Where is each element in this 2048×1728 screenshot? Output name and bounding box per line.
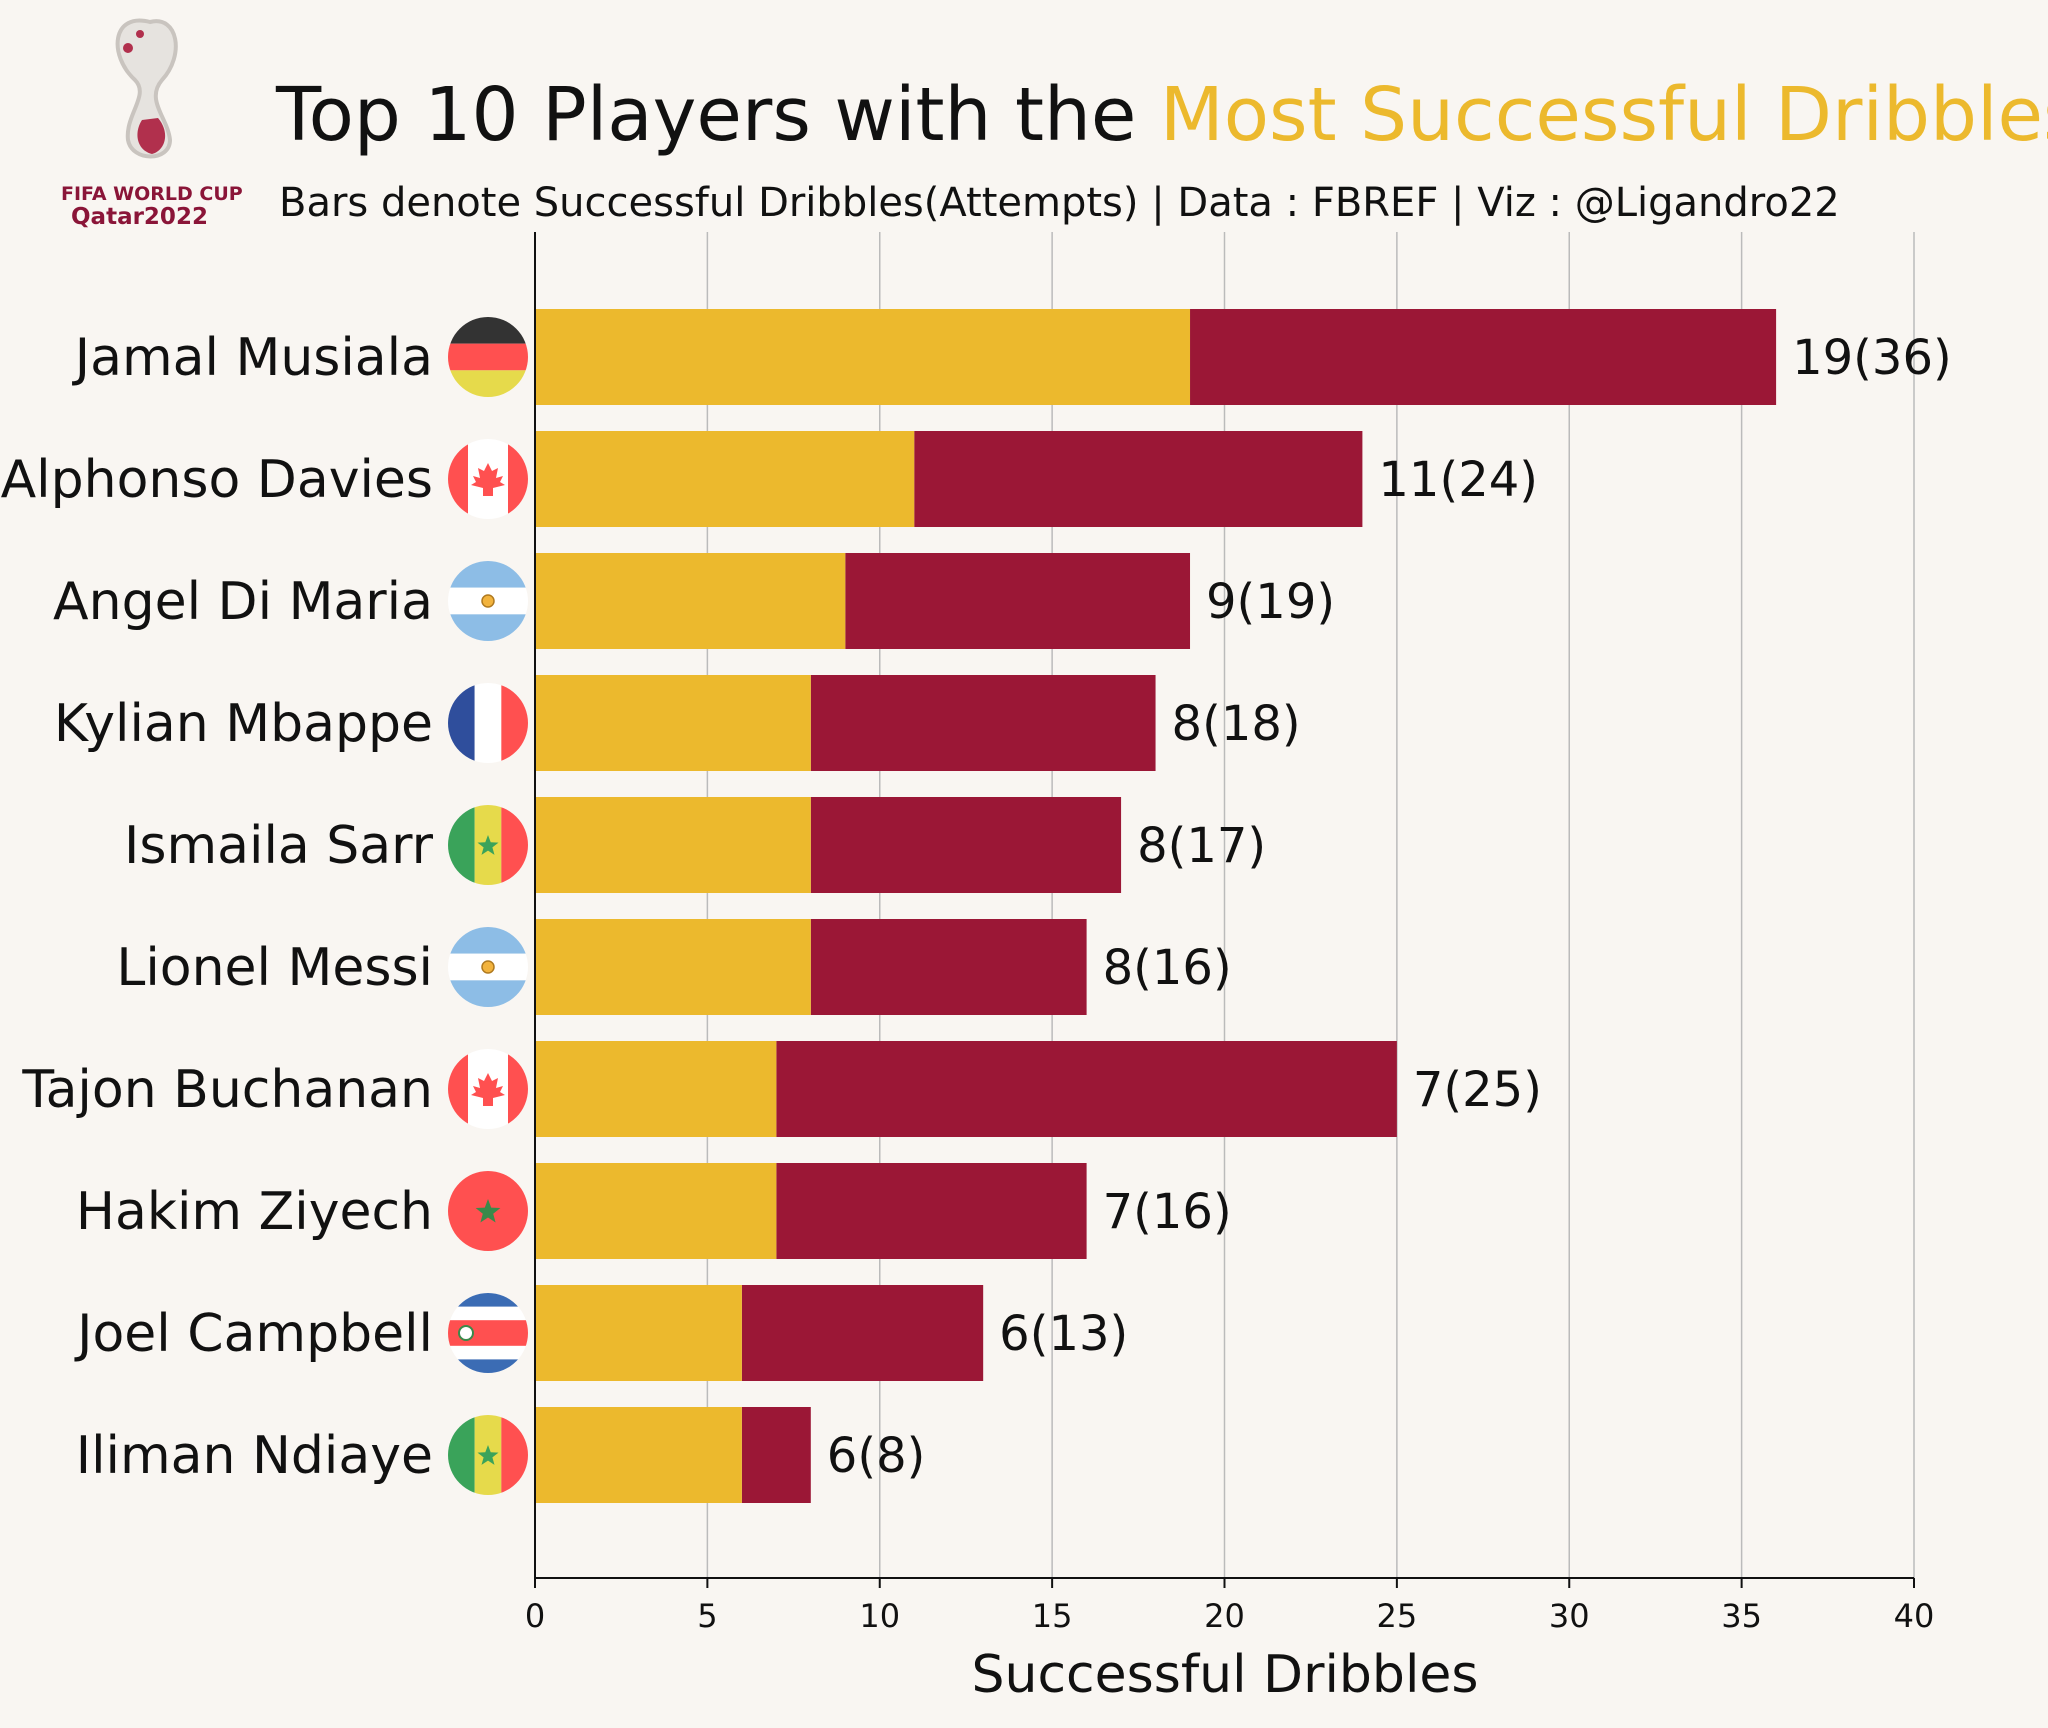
successful-bar [535, 1285, 742, 1381]
france-flag-icon [448, 683, 528, 763]
morocco-flag-icon [448, 1171, 528, 1251]
player-name-label: Lionel Messi [116, 938, 433, 998]
x-tick-label: 30 [1549, 1597, 1590, 1635]
x-tick-label: 20 [1204, 1597, 1245, 1635]
x-tick-label: 25 [1377, 1597, 1418, 1635]
player-name-label: Joel Campbell [74, 1304, 433, 1364]
successful-bar [535, 553, 846, 649]
attempts-bar [810, 797, 1122, 893]
chart-title: Top 10 Players with the Most Successful … [275, 72, 2048, 158]
player-name-label: Ismaila Sarr [124, 816, 434, 876]
attempts-bar [810, 919, 1087, 1015]
argentina-flag-icon [448, 927, 528, 1007]
logo-line1: FIFA WORLD CUP [61, 183, 243, 205]
successful-bar [535, 309, 1191, 405]
senegal-flag-icon [448, 1415, 528, 1495]
bar-value-label: 8(16) [1103, 940, 1232, 996]
successful-bar [535, 1163, 777, 1259]
player-name-label: Hakim Ziyech [76, 1182, 433, 1242]
x-tick-label: 5 [697, 1597, 717, 1635]
successful-bar [535, 1041, 777, 1137]
x-axis: 0 5 10 15 20 25 30 35 40 [525, 232, 1935, 1635]
player-name-label: Angel Di Maria [53, 572, 433, 632]
attempts-bar [810, 675, 1156, 771]
successful-bar [535, 797, 811, 893]
bar-value-label: 6(13) [999, 1306, 1128, 1362]
player-name-label: Alphonso Davies [1, 450, 433, 510]
attempts-bar [741, 1285, 984, 1381]
chart-title-prefix: Top 10 Players with the [275, 72, 1160, 158]
attempts-bar [776, 1163, 1087, 1259]
labels: Jamal Musiala 19(36) Alphonso Davies 11(24)… [1, 328, 1952, 1486]
bar-value-label: 7(16) [1103, 1184, 1232, 1240]
canada-flag-icon [448, 439, 528, 519]
flags [448, 317, 528, 1495]
successful-bar [535, 919, 811, 1015]
x-tick-label: 0 [525, 1597, 545, 1635]
bar-value-label: 19(36) [1792, 330, 1952, 386]
player-name-label: Kylian Mbappe [54, 694, 433, 754]
attempts-bar [776, 1041, 1397, 1137]
attempts-bar [914, 431, 1363, 527]
bar-value-label: 9(19) [1206, 574, 1335, 630]
germany-flag-icon [448, 317, 528, 397]
attempts-bar [741, 1407, 811, 1503]
bar-value-label: 8(17) [1137, 818, 1266, 874]
bar-value-label: 11(24) [1378, 452, 1538, 508]
x-tick-label: 15 [1032, 1597, 1073, 1635]
bar-value-label: 6(8) [827, 1428, 926, 1484]
senegal-flag-icon [448, 805, 528, 885]
player-name-label: Jamal Musiala [72, 328, 433, 388]
x-tick-label: 40 [1894, 1597, 1935, 1635]
successful-bar [535, 1407, 742, 1503]
attempts-bar [1190, 309, 1777, 405]
chart-subtitle: Bars denote Successful Dribbles(Attempts… [279, 180, 1840, 226]
canada-flag-icon [448, 1049, 528, 1129]
successful-bar [535, 675, 811, 771]
bars [535, 309, 1777, 1503]
x-tick-label: 35 [1721, 1597, 1762, 1635]
logo-line2: Qatar2022 [71, 204, 208, 230]
player-name-label: Tajon Buchanan [21, 1060, 433, 1120]
player-name-label: Iliman Ndiaye [76, 1426, 433, 1486]
successful-bar [535, 431, 915, 527]
bar-value-label: 7(25) [1413, 1062, 1542, 1118]
attempts-bar [845, 553, 1191, 649]
x-tick-label: 10 [859, 1597, 900, 1635]
costa-rica-flag-icon [448, 1293, 528, 1373]
chart-title-highlight: Most Successful Dribbles [1160, 72, 2048, 158]
x-axis-title: Successful Dribbles [972, 1645, 1479, 1705]
argentina-flag-icon [448, 561, 528, 641]
world-cup-logo: FIFA WORLD CUP Qatar2022 [61, 18, 243, 230]
bar-value-label: 8(18) [1172, 696, 1301, 752]
